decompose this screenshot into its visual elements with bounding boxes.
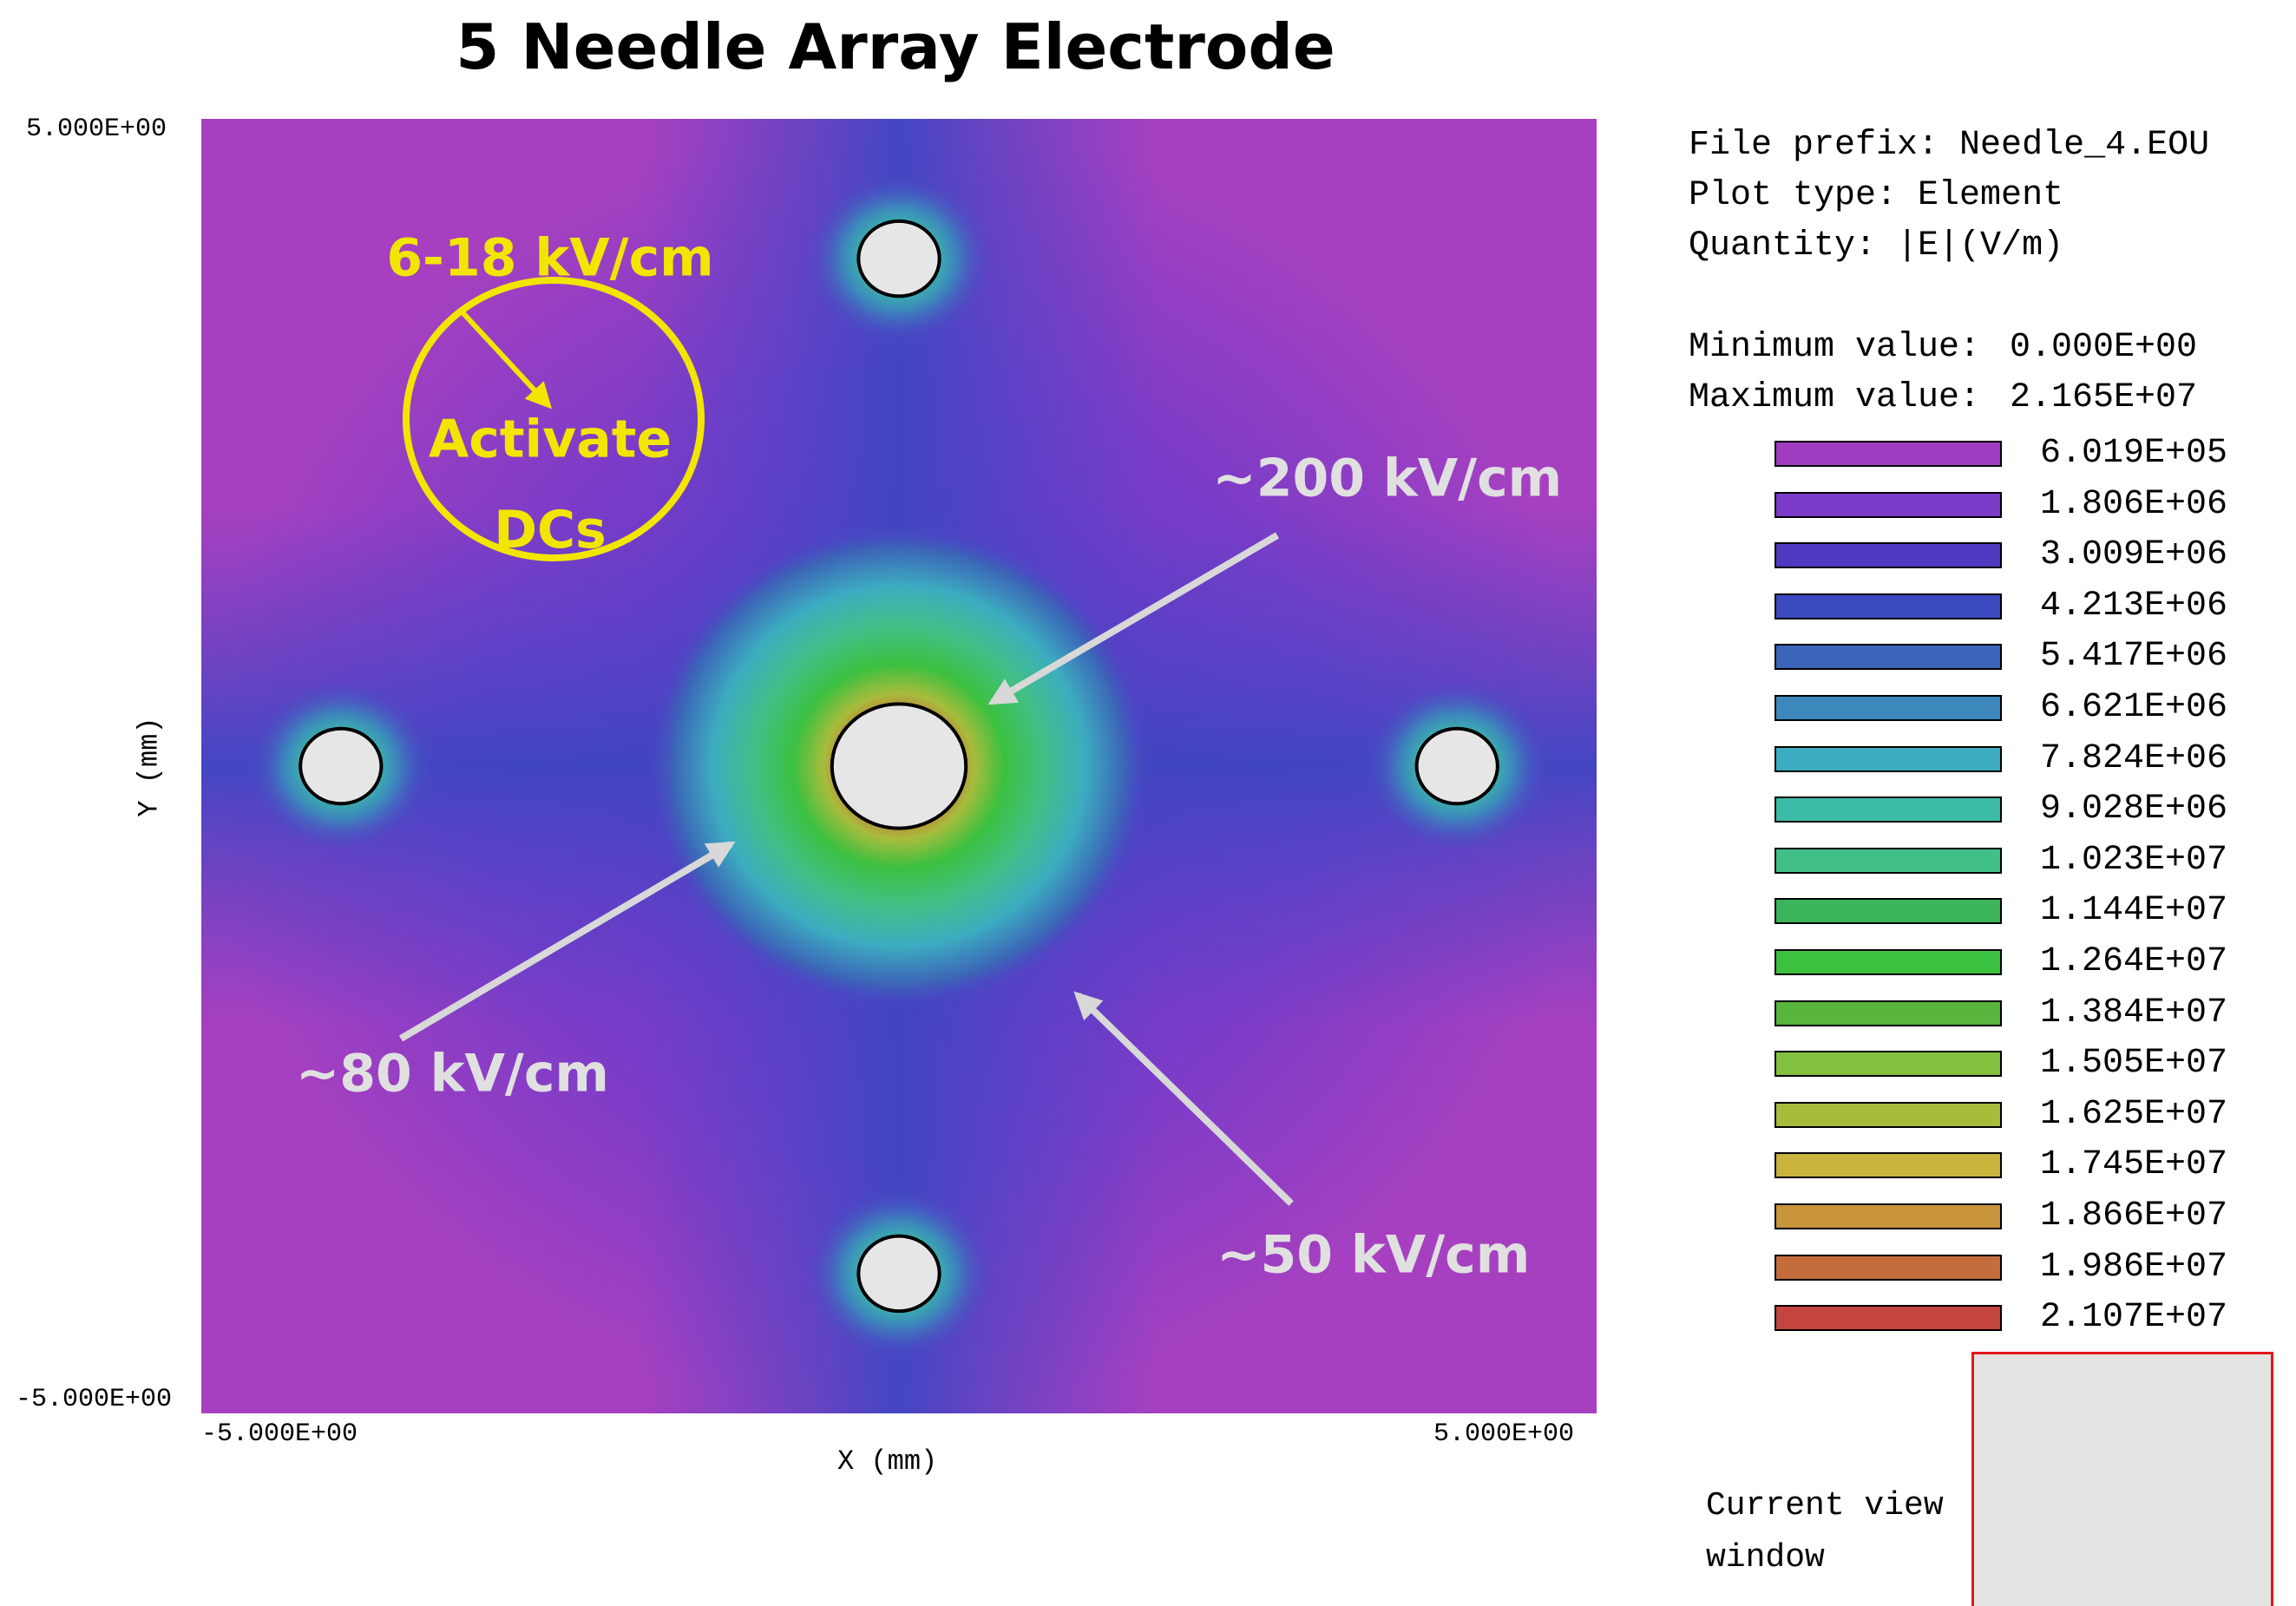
legend-swatch bbox=[1774, 949, 2002, 975]
legend-value: 7.824E+06 bbox=[2040, 738, 2228, 778]
legend-entry: 1.625E+07 bbox=[1774, 1095, 2260, 1134]
arrow-80 bbox=[398, 841, 736, 1042]
legend-entry: 1.806E+06 bbox=[1774, 485, 2260, 524]
legend-swatch bbox=[1774, 593, 2002, 619]
legend-value: 4.213E+06 bbox=[2040, 586, 2228, 626]
info-min-label: Minimum value: bbox=[1689, 328, 1981, 367]
info-max-label: Maximum value: bbox=[1689, 378, 1981, 417]
legend-value: 1.745E+07 bbox=[2040, 1145, 2228, 1185]
x-tick-left: -5.000E+00 bbox=[201, 1419, 358, 1449]
legend-entry: 6.621E+06 bbox=[1774, 688, 2260, 727]
needle-electrode bbox=[298, 726, 384, 806]
legend-entry: 6.019E+05 bbox=[1774, 434, 2260, 473]
legend-entry: 1.866E+07 bbox=[1774, 1196, 2260, 1236]
legend-entry: 1.023E+07 bbox=[1774, 841, 2260, 880]
legend-swatch bbox=[1774, 491, 2002, 518]
current-view-window[interactable] bbox=[1971, 1352, 2273, 1606]
legend-entry: 7.824E+06 bbox=[1774, 739, 2260, 778]
legend-value: 1.806E+06 bbox=[2040, 484, 2228, 524]
legend-value: 9.028E+06 bbox=[2040, 790, 2228, 829]
legend-entry: 1.745E+07 bbox=[1774, 1145, 2260, 1184]
legend-swatch bbox=[1774, 796, 2002, 823]
legend-entry: 1.505E+07 bbox=[1774, 1044, 2260, 1083]
legend-value: 2.107E+07 bbox=[2040, 1298, 2228, 1338]
legend-entry: 2.107E+07 bbox=[1774, 1298, 2260, 1337]
arrow-50 bbox=[1073, 991, 1294, 1206]
legend-value: 1.144E+07 bbox=[2040, 891, 2228, 931]
legend-entry: 4.213E+06 bbox=[1774, 587, 2260, 626]
legend-value: 1.986E+07 bbox=[2040, 1247, 2228, 1287]
legend-swatch bbox=[1774, 1000, 2002, 1026]
legend-swatch bbox=[1774, 745, 2002, 772]
y-axis-label: Y (mm) bbox=[133, 717, 166, 817]
legend-swatch bbox=[1774, 1101, 2002, 1128]
info-max-value: 2.165E+07 bbox=[2010, 378, 2198, 417]
legend-swatch bbox=[1774, 542, 2002, 569]
x-tick-right: 5.000E+00 bbox=[1433, 1419, 1575, 1449]
y-tick-bottom: -5.000E+00 bbox=[16, 1385, 173, 1414]
legend-value: 1.505E+07 bbox=[2040, 1044, 2228, 1084]
legend-entry: 1.986E+07 bbox=[1774, 1248, 2260, 1287]
needle-electrode bbox=[1414, 726, 1499, 806]
legend-entry: 1.144E+07 bbox=[1774, 891, 2260, 930]
annotation-label: Activate bbox=[429, 410, 672, 470]
legend-value: 6.621E+06 bbox=[2040, 688, 2228, 727]
annotation-label: DCs bbox=[494, 500, 607, 560]
needle-electrode bbox=[856, 1234, 941, 1314]
arrow-activate bbox=[459, 309, 553, 410]
annotation-label: ~200 kV/cm bbox=[1212, 448, 1562, 508]
needle-electrode bbox=[830, 702, 968, 830]
legend-value: 6.019E+05 bbox=[2040, 434, 2228, 473]
legend-value: 1.384E+07 bbox=[2040, 993, 2228, 1032]
legend-swatch bbox=[1774, 441, 2002, 467]
legend-value: 1.866E+07 bbox=[2040, 1196, 2228, 1236]
annotation-label: ~50 kV/cm bbox=[1217, 1225, 1530, 1286]
legend-swatch bbox=[1774, 847, 2002, 874]
arrow-200 bbox=[987, 532, 1280, 705]
legend-entry: 1.264E+07 bbox=[1774, 942, 2260, 981]
legend-entry: 1.384E+07 bbox=[1774, 993, 2260, 1032]
legend-value: 1.264E+07 bbox=[2040, 942, 2228, 981]
legend-value: 5.417E+06 bbox=[2040, 637, 2228, 677]
x-axis-label: X (mm) bbox=[837, 1445, 938, 1478]
legend-entry: 5.417E+06 bbox=[1774, 637, 2260, 676]
annotation-activate-circle bbox=[403, 277, 705, 561]
info-min-value: 0.000E+00 bbox=[2010, 328, 2198, 367]
legend-entry: 3.009E+06 bbox=[1774, 535, 2260, 574]
info-quantity: Quantity: |E|(V/m) bbox=[1689, 226, 2064, 265]
legend-swatch bbox=[1774, 1254, 2002, 1281]
legend-swatch bbox=[1774, 1203, 2002, 1229]
annotation-label: ~80 kV/cm bbox=[296, 1044, 609, 1105]
current-view-window-label: Current view window bbox=[1706, 1487, 1944, 1577]
legend-swatch bbox=[1774, 1305, 2002, 1332]
info-file-prefix: File prefix: Needle_4.EOU bbox=[1689, 126, 2210, 165]
legend-entry: 9.028E+06 bbox=[1774, 790, 2260, 829]
info-plot-type: Plot type: Element bbox=[1689, 176, 2064, 215]
needle-electrode bbox=[856, 219, 941, 298]
legend-swatch bbox=[1774, 644, 2002, 671]
legend-swatch bbox=[1774, 695, 2002, 721]
field-heatmap: 6-18 kV/cm Activate DCs ~200 kV/cm ~80 kV/cm… bbox=[201, 119, 1597, 1413]
legend-swatch bbox=[1774, 1152, 2002, 1179]
legend-value: 1.625E+07 bbox=[2040, 1094, 2228, 1134]
legend-value: 3.009E+06 bbox=[2040, 535, 2228, 575]
legend-swatch bbox=[1774, 898, 2002, 925]
y-tick-top: 5.000E+00 bbox=[26, 115, 167, 144]
legend-value: 1.023E+07 bbox=[2040, 840, 2228, 880]
annotation-label: 6-18 kV/cm bbox=[386, 228, 713, 289]
legend-swatch bbox=[1774, 1051, 2002, 1078]
chart-title: 5 Needle Array Electrode bbox=[456, 10, 1335, 83]
